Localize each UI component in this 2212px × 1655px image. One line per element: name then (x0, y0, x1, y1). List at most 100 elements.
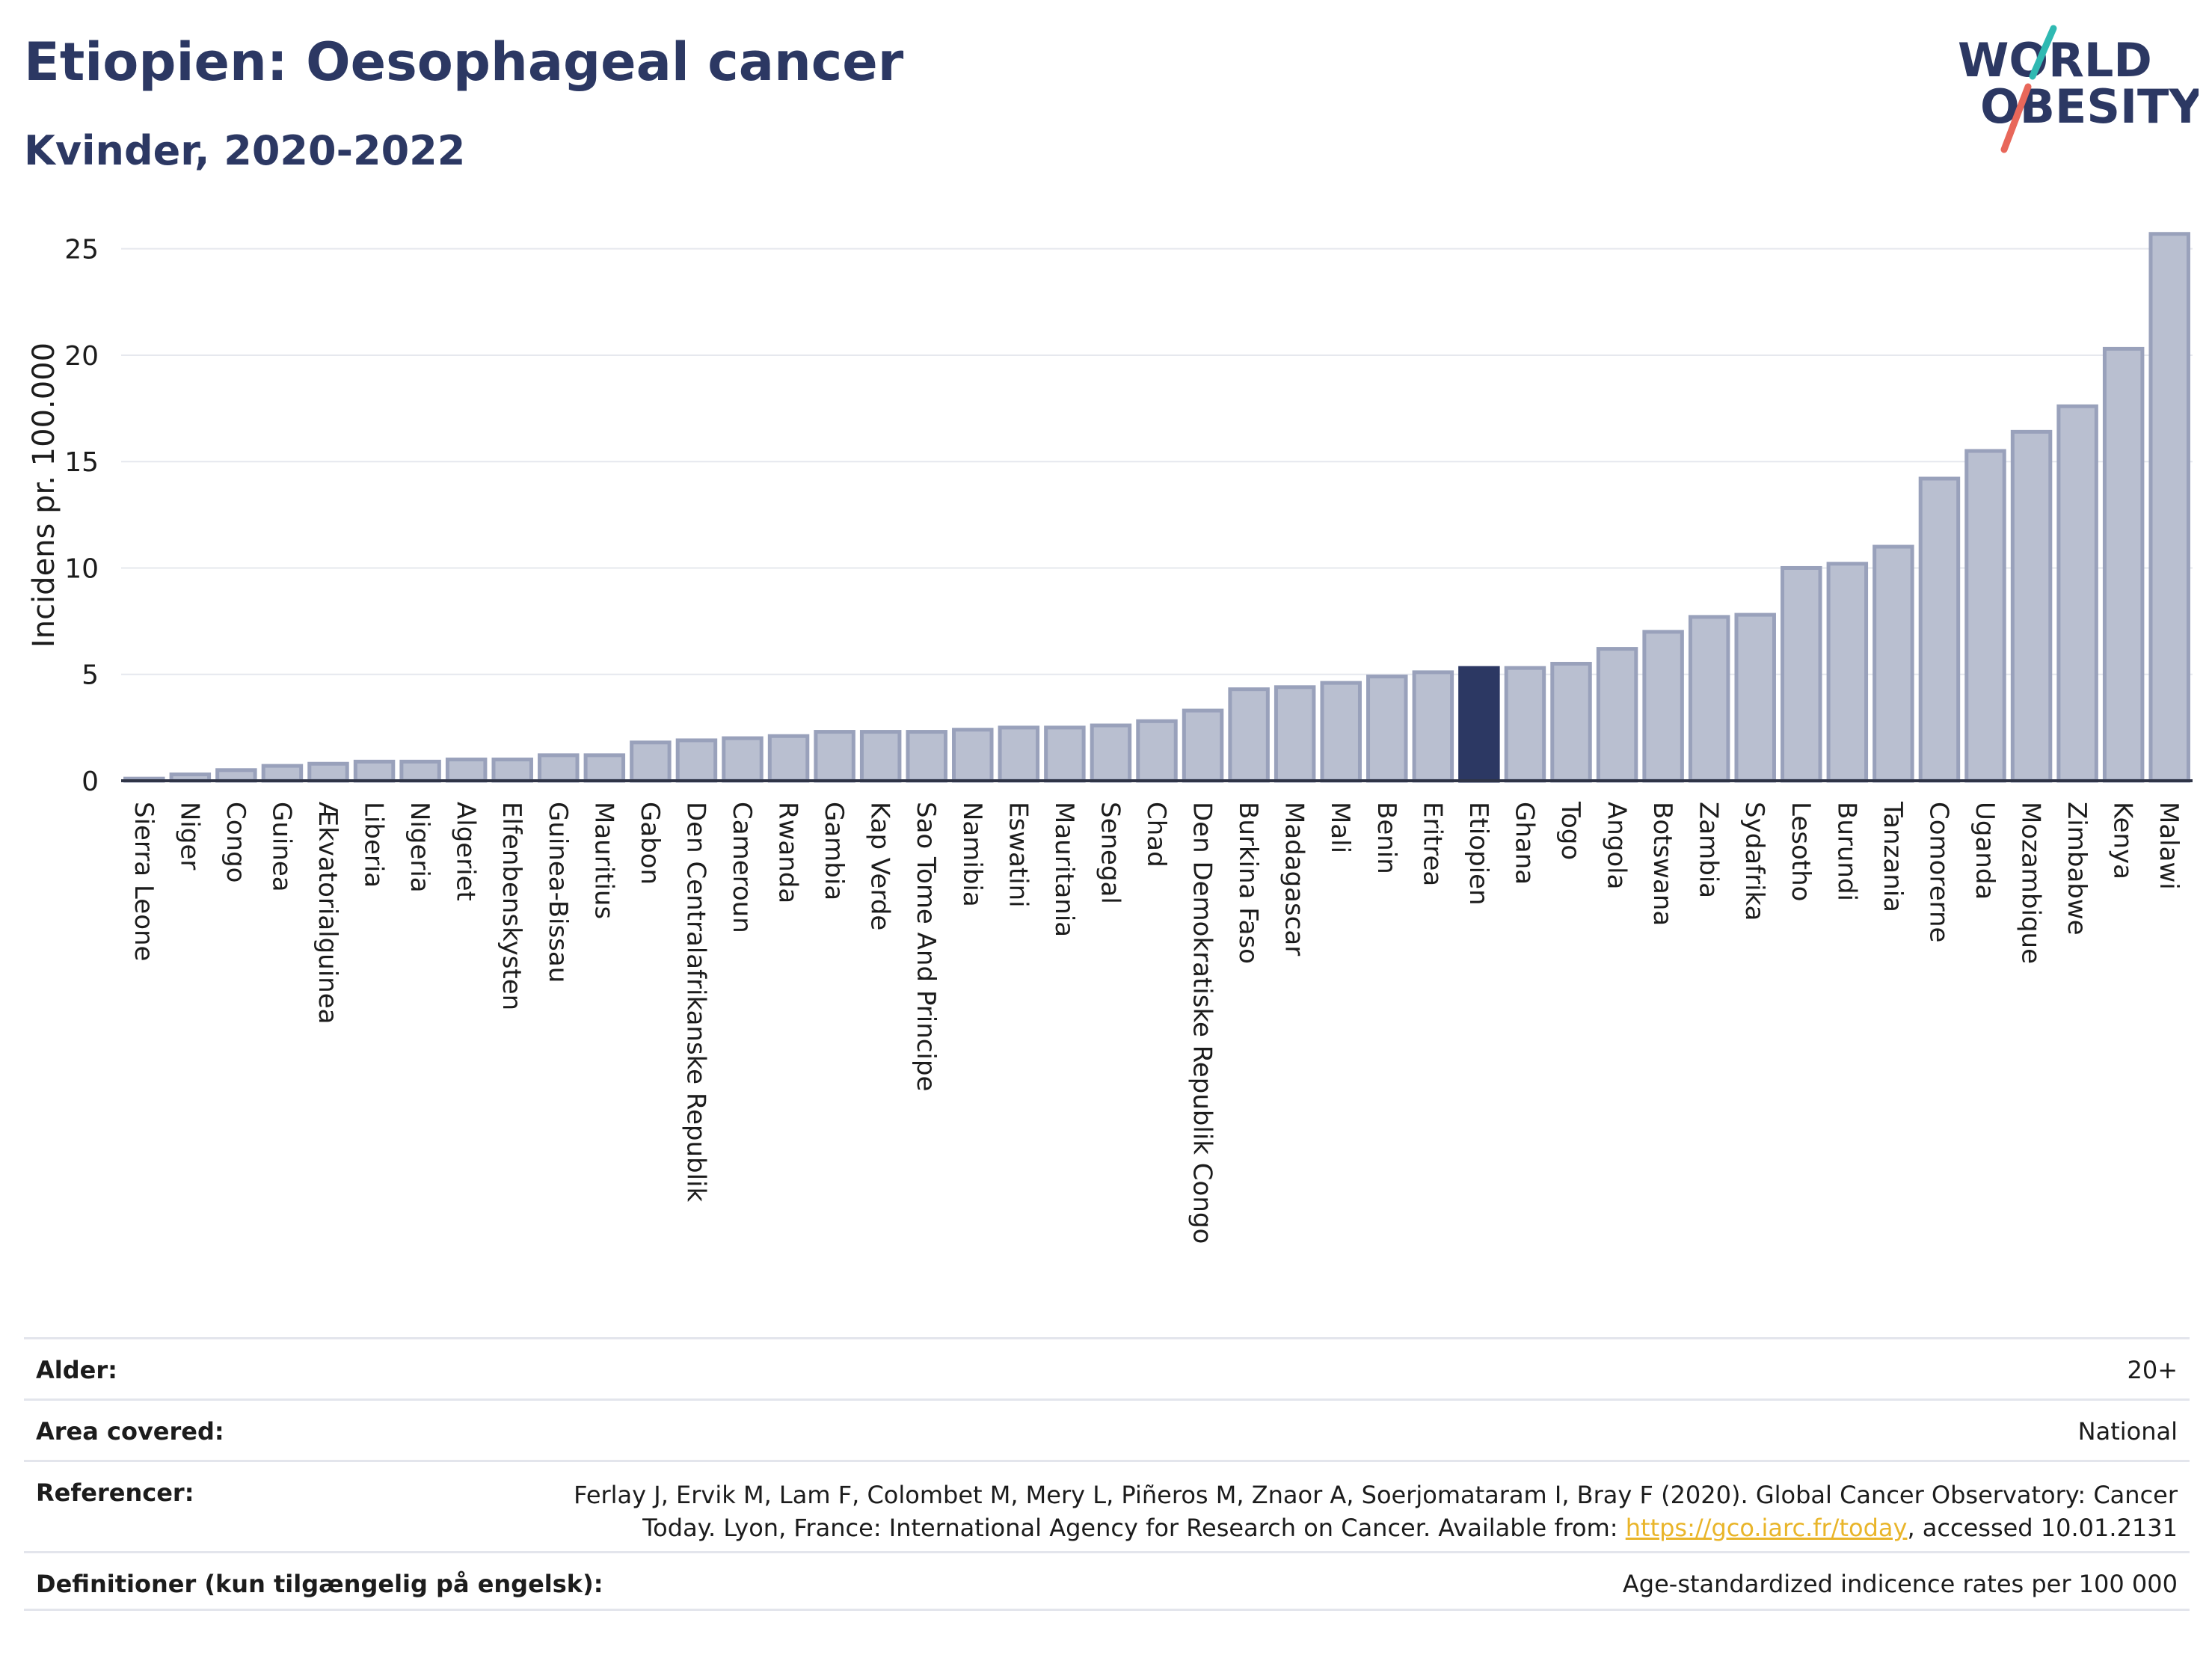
info-row-age: Alder: 20+ (24, 1337, 2190, 1398)
bar (1274, 685, 1316, 783)
x-tick-label: Malawi (2154, 802, 2184, 890)
y-tick-label: 25 (64, 235, 99, 265)
bar (1090, 723, 1132, 783)
bar (998, 725, 1040, 783)
x-tick-label: Kap Verde (865, 802, 895, 930)
y-tick-label: 10 (64, 553, 99, 584)
x-tick-label: Mauritania (1049, 802, 1079, 937)
bar (1918, 476, 1961, 783)
x-tick-label: Namibia (957, 802, 987, 907)
x-tick-label: Nigeria (405, 802, 434, 893)
x-tick-label: Tanzania (1878, 801, 1908, 912)
bar (399, 759, 441, 783)
x-tick-label: Gabon (635, 802, 665, 885)
info-table: Alder: 20+ Area covered: National Refere… (24, 1337, 2190, 1611)
logo-world: WORLD (1958, 33, 2152, 87)
bar (2056, 404, 2098, 783)
x-tick-label: Etiopien (1463, 802, 1493, 906)
x-tick-label: Sierra Leone (129, 802, 159, 961)
bar (445, 758, 488, 783)
x-tick-label: Den Demokratiske Republik Congo (1188, 802, 1217, 1244)
y-tick-label: 20 (64, 341, 99, 372)
bar (1044, 725, 1086, 783)
bar (1136, 719, 1178, 783)
x-tick-label: Zambia (1694, 802, 1724, 898)
x-tick-label: Cameroun (727, 802, 757, 933)
x-tick-label: Senegal (1095, 802, 1125, 904)
logo-slash-teal (2029, 25, 2057, 80)
bar (1228, 687, 1270, 783)
x-tick-label: Mauritius (589, 802, 618, 919)
world-obesity-logo: WORLD OBESITY (1958, 25, 2199, 153)
chart-title: Etiopien: Oesophageal cancer (24, 31, 904, 93)
y-axis-label: Incidens pr. 100.000 (27, 343, 61, 648)
y-tick-label: 15 (64, 447, 99, 478)
bar (1826, 562, 1869, 783)
x-tick-label: Burundi (1831, 802, 1861, 901)
age-value: 20+ (2127, 1356, 2178, 1384)
y-tick-label: 5 (82, 660, 99, 691)
bar (1320, 681, 1362, 783)
bar (1596, 647, 1638, 783)
bar (353, 759, 396, 783)
bar (1366, 675, 1408, 783)
x-tick-label: Eritrea (1417, 802, 1447, 886)
references-text: Ferlay J, Ervik M, Lam F, Colombet M, Me… (574, 1481, 2178, 1542)
area-value: National (2077, 1417, 2178, 1446)
bar (1964, 449, 2006, 783)
bar (814, 730, 855, 783)
bar (2148, 232, 2190, 783)
x-tick-label: Lesotho (1786, 802, 1816, 901)
x-tick-label: Mozambique (2016, 802, 2046, 964)
x-tick-label: Rwanda (773, 802, 803, 903)
x-tick-label: Guinea-Bissau (543, 802, 573, 983)
x-tick-label: Angola (1602, 802, 1632, 889)
x-tick-label: Mali (1325, 802, 1355, 853)
bar (2010, 429, 2053, 783)
x-tick-label: Togo (1555, 801, 1585, 860)
x-tick-label: Congo (221, 802, 251, 882)
bar (1182, 708, 1224, 783)
age-label: Alder: (36, 1356, 117, 1384)
bar-chart: 0 5 10 15 20 25 Sierra Leone Niger Congo Guinea Æ… (27, 232, 2193, 1244)
x-tick-label: Niger (174, 802, 204, 870)
x-tick-label: Uganda (1970, 802, 2000, 900)
chart-subtitle: Kvinder, 2020-2022 (24, 127, 466, 174)
x-tick-label: Liberia (359, 802, 389, 888)
bar (1688, 615, 1730, 783)
bar (675, 738, 718, 783)
y-tick-label: 0 (82, 767, 99, 797)
bars (123, 232, 2190, 783)
bar (859, 730, 902, 783)
bar (1781, 565, 1822, 783)
bar (767, 734, 810, 783)
x-tick-label: Kenya (2108, 802, 2138, 879)
x-tick-label: Madagascar (1279, 802, 1309, 956)
bar (1550, 662, 1592, 783)
y-tick-labels: 0 5 10 15 20 25 (64, 235, 99, 797)
bar (1734, 612, 1776, 783)
x-tick-label: Guinea (266, 802, 296, 892)
x-tick-label: Den Centralafrikanske Republik (681, 802, 710, 1202)
logo-slash-coral (2000, 83, 2032, 153)
x-tick-label: Gambia (819, 802, 849, 900)
x-tick-label: Zimbabwe (2062, 802, 2092, 936)
definitions-label: Definitioner (kun tilgængelig på engelsk… (36, 1570, 603, 1598)
bar (215, 768, 257, 783)
definitions-value: Age-standardized indicence rates per 100… (1622, 1570, 2178, 1598)
bar (1412, 670, 1454, 783)
bar (722, 736, 764, 783)
info-row-references: Referencer: Ferlay J, Ervik M, Lam F, Co… (24, 1460, 2190, 1551)
bar (1504, 666, 1546, 783)
x-tick-label: Benin (1371, 802, 1401, 874)
references-accessed: , accessed 10.01.2131 (1907, 1514, 2178, 1542)
area-label: Area covered: (36, 1417, 224, 1446)
bar (630, 740, 672, 783)
x-tick-labels: Sierra Leone Niger Congo Guinea Ækvatorialgu… (129, 801, 2184, 1244)
bar (1872, 544, 1914, 783)
references-value: Ferlay J, Ervik M, Lam F, Colombet M, Me… (547, 1479, 2178, 1544)
references-link[interactable]: https://gco.iarc.fr/today (1625, 1514, 1908, 1542)
bar (261, 764, 304, 783)
x-tick-label: Sao Tome And Principe (911, 802, 941, 1091)
x-tick-label: Comorerne (1923, 802, 1953, 942)
